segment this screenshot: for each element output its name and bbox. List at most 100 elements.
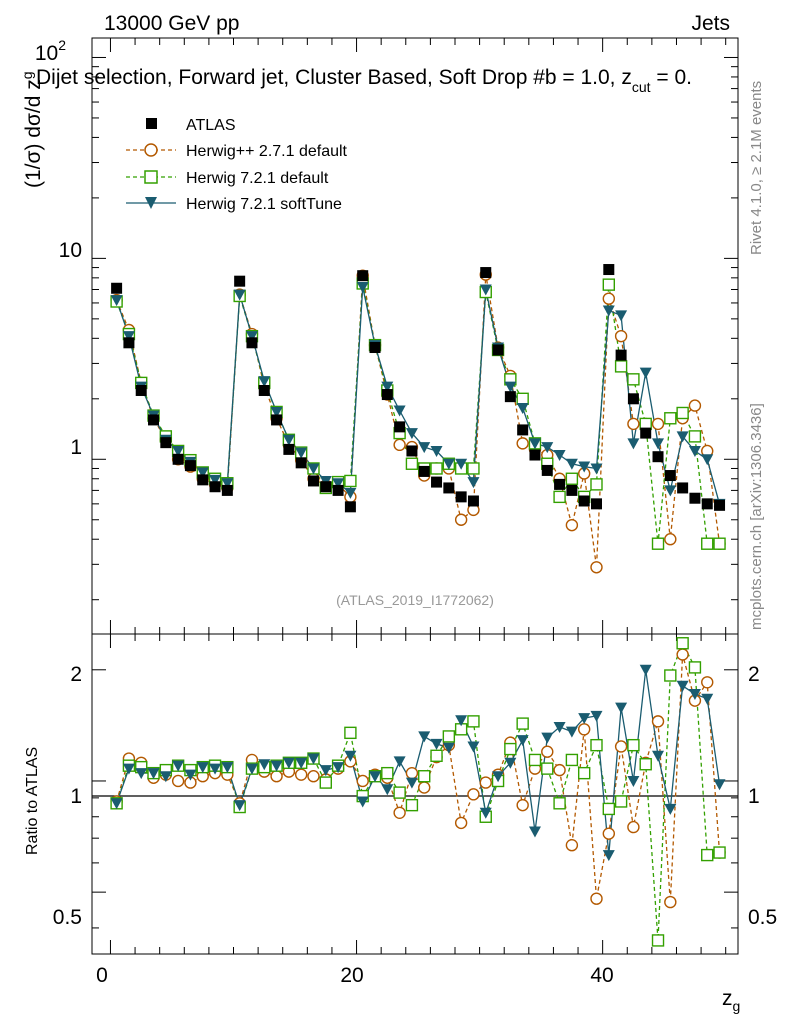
ratio-point-herwig7-softtune	[405, 777, 418, 789]
point-atlas	[209, 481, 221, 493]
point-herwig7-softtune	[528, 438, 541, 450]
ratio-point-herwig7-softtune	[676, 680, 689, 692]
point-herwig7-default	[467, 462, 480, 475]
ratio-point-herwig7-default	[713, 846, 726, 859]
point-atlas	[566, 484, 578, 496]
ratio-point-herwigpp	[614, 740, 628, 753]
ratio-point-herwig7-softtune	[159, 771, 172, 783]
point-herwig7-default	[664, 412, 677, 425]
point-atlas	[381, 389, 393, 401]
point-herwig7-softtune	[652, 438, 665, 450]
selection-title-tail: = 0.	[651, 66, 692, 89]
ratio-point-herwig7-softtune	[639, 664, 652, 676]
y-axis-label-main: (1/σ) dσ/d zg	[19, 71, 45, 188]
point-atlas	[418, 465, 430, 477]
point-atlas	[406, 445, 418, 457]
ratio-point-herwigpp	[405, 766, 419, 780]
ratio-point-herwigpp	[307, 770, 320, 783]
point-herwig7-softtune	[295, 447, 308, 459]
point-herwig7-softtune	[701, 454, 714, 466]
point-herwig7-softtune	[270, 406, 283, 418]
point-atlas	[467, 495, 479, 507]
point-atlas	[627, 393, 639, 405]
ratio-point-herwigpp	[516, 798, 529, 812]
legend: ATLAS Herwig++ 2.7.1 default Herwig 7.2.…	[126, 117, 348, 213]
point-atlas	[640, 427, 652, 439]
point-herwig7-softtune	[553, 450, 566, 462]
ratio-point-herwig7-default	[614, 795, 628, 808]
point-herwig7-default	[713, 537, 726, 550]
point-herwigpp	[688, 399, 702, 412]
point-herwigpp	[565, 518, 579, 532]
ratio-point-herwigpp	[418, 781, 431, 794]
ratio-point-herwig7-softtune	[627, 775, 640, 787]
y-main-tick-label-1: 1	[70, 436, 82, 459]
point-herwig7-softtune	[172, 445, 185, 457]
ratio-point-herwig7-softtune	[553, 721, 566, 733]
point-herwig7-default	[405, 457, 419, 470]
point-herwig7-softtune	[233, 289, 246, 301]
ratio-point-herwig7-softtune	[578, 713, 591, 725]
point-herwig7-default	[430, 462, 443, 475]
ratio-point-herwigpp	[590, 892, 603, 905]
point-herwig7-default	[516, 392, 529, 406]
y-main-tick-label-100: 102	[35, 37, 66, 65]
point-herwigpp	[602, 292, 615, 305]
y-main-tick-label-10: 10	[59, 239, 82, 262]
ratio-point-herwigpp	[356, 774, 369, 788]
point-atlas	[615, 349, 627, 361]
point-atlas	[590, 498, 602, 510]
ratio-point-herwig7-default	[676, 637, 689, 650]
ratio-point-herwig7-softtune	[245, 763, 258, 775]
ratio-point-herwig7-softtune	[122, 763, 135, 775]
ratio-point-herwig7-softtune	[528, 826, 541, 838]
ratio-point-herwig7-default	[528, 753, 542, 767]
legend-label-herwig7-softtune: Herwig 7.2.1 softTune	[186, 196, 342, 213]
ratio-point-herwig7-default	[627, 738, 640, 752]
point-herwigpp	[454, 513, 468, 526]
main-plot-series	[110, 264, 726, 574]
ratio-point-herwig7-softtune	[467, 741, 480, 753]
point-herwig7-softtune	[676, 431, 689, 443]
x-axis-label: zg	[722, 987, 740, 1014]
point-herwig7-softtune	[405, 428, 418, 440]
ratio-point-herwig7-default	[467, 715, 480, 728]
ratio-point-herwig7-softtune	[319, 765, 332, 777]
legend-label-atlas: ATLAS	[186, 117, 236, 134]
ratio-point-herwigpp	[479, 776, 492, 789]
point-atlas	[172, 453, 184, 465]
ratio-point-herwig7-softtune	[307, 753, 320, 765]
ratio-point-herwig7-default	[516, 717, 529, 730]
ratio-point-herwig7-softtune	[369, 771, 382, 783]
point-herwig7-softtune	[578, 461, 591, 473]
point-herwigpp	[651, 417, 665, 431]
point-herwig7-softtune	[455, 458, 468, 470]
ratio-point-herwig7-default	[418, 770, 431, 783]
point-atlas	[369, 342, 381, 354]
point-herwig7-softtune	[688, 445, 701, 457]
ratio-point-herwig7-default	[442, 730, 456, 743]
point-atlas	[111, 282, 123, 294]
point-herwig7-softtune	[627, 438, 640, 450]
ratio-point-herwig7-default	[565, 753, 579, 767]
ratio-point-herwig7-default	[639, 758, 652, 771]
ratio-point-herwig7-softtune	[282, 757, 295, 769]
y-axis-label-ratio: Ratio to ATLAS	[24, 747, 41, 855]
ratio-point-herwigpp	[553, 763, 566, 777]
point-atlas	[344, 501, 356, 513]
point-atlas	[295, 457, 307, 469]
point-atlas	[246, 337, 258, 349]
ratio-point-herwig7-default	[430, 749, 443, 762]
point-herwig7-default	[602, 278, 615, 291]
x-tick-label-0: 0	[96, 964, 108, 987]
ratio-point-herwigpp	[577, 723, 591, 736]
ratio-point-herwig7-default	[504, 742, 517, 756]
point-herwig7-default	[590, 478, 603, 491]
point-atlas	[307, 475, 319, 487]
legend-marker-atlas	[146, 118, 157, 129]
point-herwig7-softtune	[430, 445, 443, 457]
ratio-point-herwig7-default	[393, 786, 406, 799]
ratio-point-herwig7-default	[541, 762, 554, 775]
legend-marker-herwigpp	[144, 143, 158, 157]
ratio-point-herwig7-softtune	[430, 738, 443, 750]
